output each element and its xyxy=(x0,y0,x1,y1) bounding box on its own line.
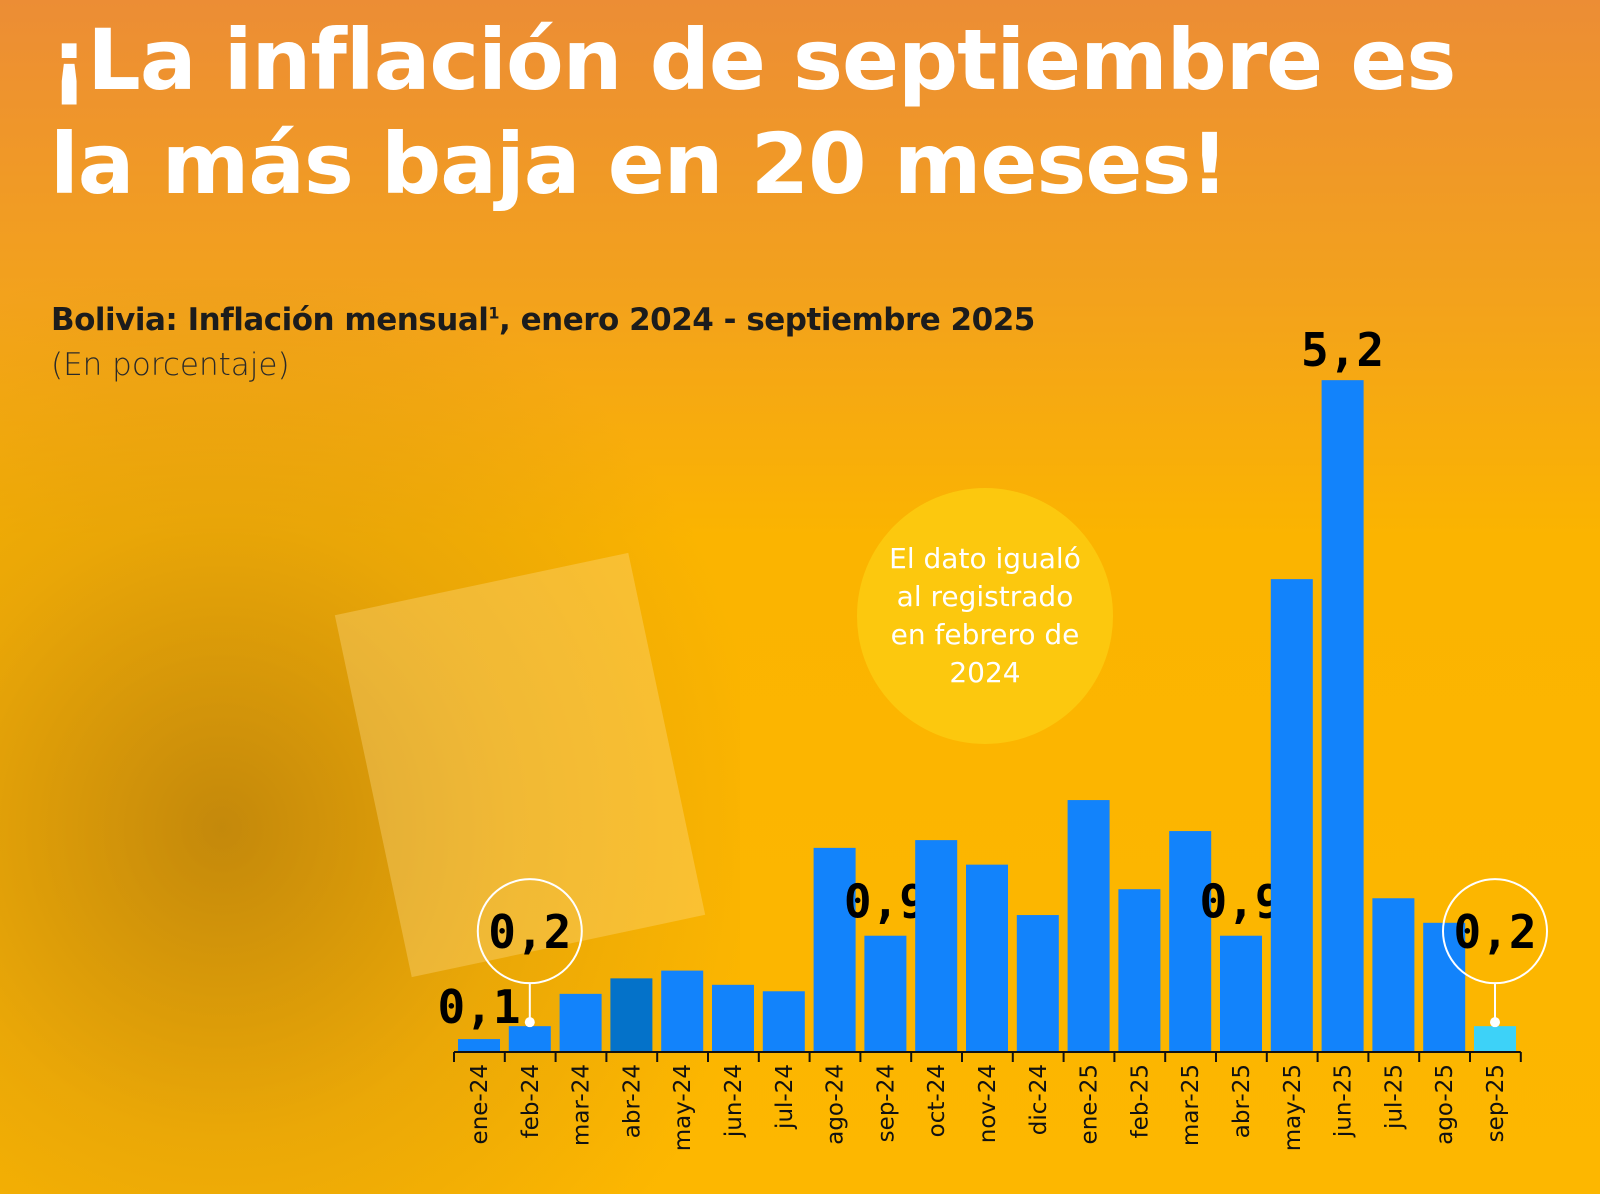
x-tick-label: ene-24 xyxy=(467,1064,493,1144)
x-tick-label: ene-25 xyxy=(1077,1064,1103,1144)
x-tick-label: oct-24 xyxy=(924,1064,950,1137)
bar-ago-24 xyxy=(813,847,856,1052)
bar-ene-25 xyxy=(1067,800,1110,1052)
x-tick-label: ago-25 xyxy=(1432,1064,1458,1145)
note-bubble: El dato igualó al registrado en febrero … xyxy=(857,488,1113,744)
bar-dic-24 xyxy=(1016,915,1059,1052)
data-label-ene-24: 0,1 xyxy=(437,980,520,1034)
note-text: El dato igualó al registrado en febrero … xyxy=(889,542,1081,689)
bar-jun-24 xyxy=(712,984,754,1052)
bar-jul-24 xyxy=(762,991,805,1052)
bar-feb-25 xyxy=(1118,889,1161,1052)
x-tick-label: dic-24 xyxy=(1026,1064,1052,1135)
x-tick-label: may-24 xyxy=(670,1064,696,1151)
chart-title: Bolivia: Inflación mensual1, enero 2024 … xyxy=(51,302,1035,338)
bar-ene-24 xyxy=(458,1039,500,1052)
bar-may-25 xyxy=(1270,579,1313,1052)
bar-abr-25 xyxy=(1220,935,1262,1052)
data-label-sep-25: 0,2 xyxy=(1453,905,1536,959)
callout-dot xyxy=(1490,1017,1500,1028)
x-tick-label: mar-24 xyxy=(569,1064,595,1146)
bar-jul-25 xyxy=(1372,898,1415,1052)
headline: ¡La inflación de septiembre es la más ba… xyxy=(50,11,1456,213)
x-tick-label: sep-24 xyxy=(873,1064,899,1142)
x-tick-label: may-25 xyxy=(1280,1064,1306,1151)
bar-may-24 xyxy=(661,970,704,1052)
data-label-feb-24: 0,2 xyxy=(488,905,571,959)
x-tick-label: jul-24 xyxy=(772,1064,798,1130)
data-label-abr-25: 0,9 xyxy=(1199,875,1282,929)
x-tick-label: abr-24 xyxy=(619,1064,645,1138)
footnote-marker: 1 xyxy=(488,303,500,323)
x-tick-label: abr-25 xyxy=(1229,1064,1255,1138)
x-tick-label: mar-25 xyxy=(1178,1064,1204,1146)
x-tick-label: jul-25 xyxy=(1381,1064,1407,1130)
bar-jun-25 xyxy=(1321,380,1364,1052)
x-tick-label: nov-24 xyxy=(975,1064,1001,1143)
x-tick-label: ago-24 xyxy=(823,1064,849,1145)
bar-nov-24 xyxy=(966,864,1008,1052)
x-tick-label: jun-25 xyxy=(1331,1064,1357,1138)
bar-abr-24 xyxy=(610,978,653,1052)
data-label-sep-24: 0,9 xyxy=(844,875,927,929)
bar-feb-24 xyxy=(508,1026,551,1052)
bar-mar-25 xyxy=(1169,831,1212,1052)
bar-mar-24 xyxy=(559,993,602,1052)
x-tick-label: sep-25 xyxy=(1483,1064,1509,1142)
x-tick-label: feb-24 xyxy=(518,1064,544,1138)
bar-sep-24 xyxy=(864,935,907,1052)
bar-sep-25 xyxy=(1474,1026,1516,1052)
data-label-jun-25: 5,2 xyxy=(1301,323,1384,377)
callout-dot xyxy=(524,1017,535,1028)
bar-oct-24 xyxy=(915,840,958,1052)
x-tick-label: jun-24 xyxy=(721,1064,747,1138)
chart-subtitle: (En porcentaje) xyxy=(51,347,290,383)
x-tick-label: feb-25 xyxy=(1127,1064,1153,1138)
